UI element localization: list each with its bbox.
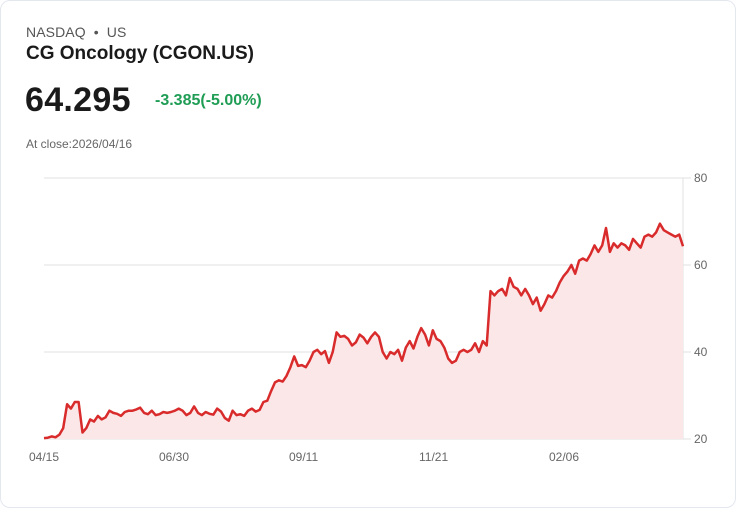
exchange-line: NASDAQ • US <box>26 24 126 40</box>
y-tick-label: 40 <box>694 345 708 359</box>
x-tick-label: 06/30 <box>159 450 189 464</box>
y-tick-label: 60 <box>694 258 708 272</box>
exchange-name: NASDAQ <box>26 24 86 40</box>
separator-dot: • <box>93 24 99 40</box>
chart-price-line <box>43 222 685 440</box>
region: US <box>106 24 127 40</box>
x-tick-label: 04/15 <box>29 450 59 464</box>
close-timestamp: At close:2026/04/16 <box>26 137 133 151</box>
y-axis: 20 40 60 80 <box>694 171 708 446</box>
chart-area-fill <box>44 223 683 439</box>
current-price: 64.295 <box>25 81 131 119</box>
x-tick-label: 11/21 <box>419 450 448 464</box>
x-axis: 04/15 06/30 09/11 11/21 02/06 <box>29 450 579 464</box>
stock-title: CG Oncology (CGON.US) <box>26 43 254 64</box>
price-change: -3.385(-5.00%) <box>155 92 262 109</box>
y-tick-label: 20 <box>694 432 708 446</box>
x-tick-label: 02/06 <box>549 450 579 464</box>
x-tick-label: 09/11 <box>289 450 318 464</box>
y-tick-label: 80 <box>694 171 708 185</box>
